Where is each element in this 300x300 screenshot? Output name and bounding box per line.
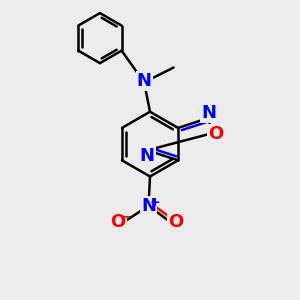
Text: N: N: [140, 147, 155, 165]
Text: N: N: [136, 72, 152, 90]
Text: N: N: [141, 197, 156, 215]
Text: −: −: [120, 210, 131, 224]
Text: O: O: [168, 213, 184, 231]
Text: O: O: [208, 125, 223, 143]
Text: O: O: [111, 213, 126, 231]
Text: N: N: [201, 103, 216, 122]
Text: +: +: [150, 196, 160, 209]
